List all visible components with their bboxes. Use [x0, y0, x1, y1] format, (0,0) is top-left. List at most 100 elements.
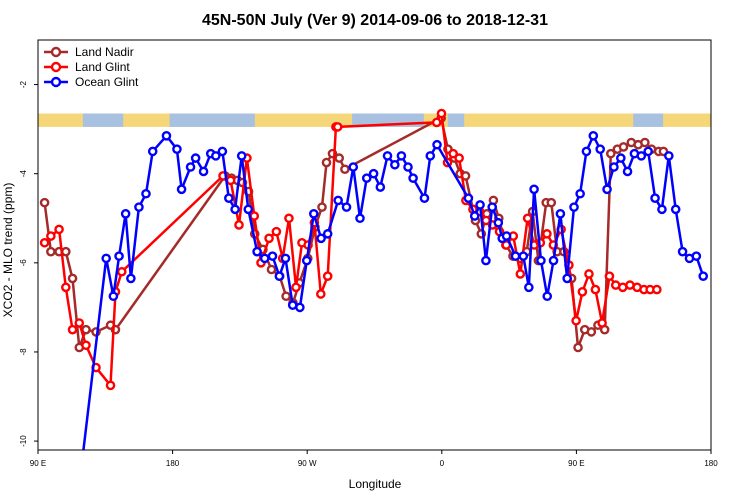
data-point — [322, 229, 333, 239]
data-point — [185, 162, 196, 172]
x-axis-label: Longitude — [349, 477, 402, 491]
data-point — [546, 197, 557, 208]
data-point — [677, 246, 688, 257]
data-point — [555, 209, 566, 219]
data-point — [116, 266, 127, 277]
data-point — [243, 204, 254, 215]
y-tick-label: -6 — [19, 259, 28, 267]
data-point — [469, 211, 480, 221]
y-tick-label: -8 — [19, 348, 28, 356]
data-point — [650, 193, 660, 204]
data-point — [604, 271, 615, 281]
data-point — [259, 253, 270, 264]
data-point — [586, 327, 597, 337]
data-point — [375, 182, 386, 192]
data-point — [636, 151, 647, 161]
data-point — [548, 255, 559, 266]
data-point — [341, 202, 352, 212]
data-point — [274, 271, 285, 281]
data-point — [454, 153, 464, 163]
data-point — [390, 159, 400, 170]
data-point — [670, 204, 681, 215]
data-point — [573, 342, 583, 353]
data-point — [518, 251, 529, 261]
data-point — [308, 209, 319, 219]
data-point — [46, 231, 56, 241]
data-point — [81, 340, 91, 351]
data-point — [616, 153, 626, 163]
data-point — [664, 151, 674, 161]
data-point — [217, 146, 228, 157]
data-point — [67, 273, 78, 284]
data-point — [581, 146, 592, 157]
data-point — [161, 131, 172, 141]
data-point — [382, 151, 393, 161]
data-point — [542, 229, 552, 239]
legend-item: Land Nadir — [44, 45, 134, 59]
x-tick-label: 180 — [166, 459, 180, 468]
data-point — [515, 269, 526, 279]
data-point — [295, 302, 305, 313]
ocean-strip-segment — [633, 113, 664, 127]
data-point — [368, 168, 379, 179]
data-point — [522, 213, 533, 224]
data-point — [267, 251, 278, 261]
data-point — [81, 324, 91, 335]
land-ocean-strip — [38, 113, 711, 127]
data-point — [211, 151, 221, 161]
data-point — [529, 184, 539, 195]
data-point — [230, 204, 240, 215]
data-point — [571, 315, 581, 326]
data-point — [602, 184, 612, 195]
data-point — [264, 233, 274, 244]
legend-swatch-marker — [50, 61, 62, 73]
data-point — [584, 269, 594, 279]
chart-title: 45N-50N July (Ver 9) 2014-09-06 to 2018-… — [202, 12, 548, 29]
data-point — [588, 131, 599, 141]
data-point — [225, 175, 236, 186]
data-point — [39, 197, 50, 208]
data-point — [643, 146, 653, 157]
data-point — [481, 255, 491, 266]
data-point — [321, 157, 332, 168]
data-point — [493, 217, 504, 228]
data-point — [355, 213, 365, 224]
data-point — [61, 246, 71, 257]
legend-label: Land Glint — [75, 60, 130, 74]
data-point — [340, 164, 350, 175]
legend-swatch-marker — [50, 76, 62, 88]
data-point — [108, 291, 119, 302]
data-point — [67, 324, 78, 335]
data-point — [266, 264, 277, 275]
data-point — [284, 213, 294, 224]
data-point — [101, 253, 111, 264]
data-point — [236, 151, 247, 161]
data-point — [595, 144, 605, 154]
data-point — [487, 202, 498, 212]
data-point — [74, 318, 85, 328]
data-point — [224, 193, 234, 204]
data-point — [291, 282, 301, 293]
data-point — [54, 224, 64, 235]
data-point — [334, 153, 345, 163]
data-point — [542, 291, 553, 302]
x-tick-label: 180 — [704, 459, 718, 468]
data-point — [408, 173, 418, 183]
data-point — [81, 449, 85, 450]
data-point — [609, 162, 619, 172]
data-point — [141, 188, 151, 199]
data-point — [126, 273, 136, 284]
data-point — [419, 193, 430, 204]
data-point — [431, 117, 442, 128]
x-tick-label: 90 E — [30, 459, 46, 468]
data-point — [640, 137, 650, 148]
data-point — [448, 148, 458, 159]
data-point — [105, 380, 116, 391]
data-point — [657, 204, 667, 215]
series-ocean-glint — [81, 131, 709, 450]
data-point — [618, 142, 629, 152]
data-point — [432, 139, 442, 150]
x-tick-label: 90 W — [298, 459, 317, 468]
data-point — [501, 231, 512, 241]
